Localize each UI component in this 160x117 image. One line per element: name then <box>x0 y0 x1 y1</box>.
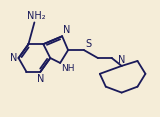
Text: S: S <box>85 39 91 49</box>
Text: N: N <box>37 74 44 84</box>
Text: N: N <box>63 25 71 35</box>
Text: NH₂: NH₂ <box>27 11 46 21</box>
Text: NH: NH <box>61 64 75 73</box>
Text: N: N <box>118 55 125 65</box>
Text: N: N <box>10 53 18 63</box>
